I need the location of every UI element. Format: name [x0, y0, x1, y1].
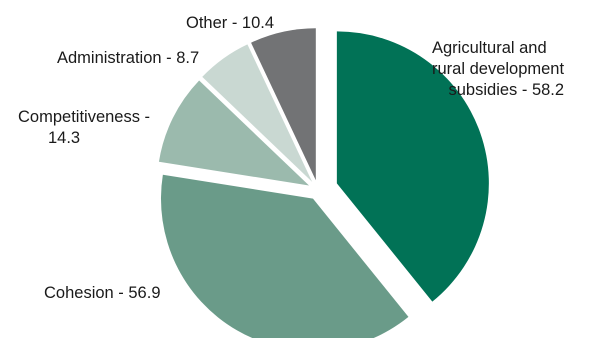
- pie-slice-competitiveness: [158, 80, 310, 186]
- slice-label-administration: Administration - 8.7: [57, 48, 199, 69]
- slice-label-line: subsidies - 58.2: [448, 81, 565, 99]
- slice-label-line: Agricultural and: [432, 39, 547, 57]
- pie-slice-cohesion: [161, 174, 409, 338]
- slice-label-line: Administration - 8.7: [57, 49, 200, 67]
- slice-label-line: Other - 10.4: [186, 14, 275, 32]
- slice-label-line: Competitiveness -: [18, 108, 151, 126]
- slice-label-other: Other - 10.4: [186, 13, 274, 34]
- slice-label-competitiveness: Competitiveness - 14.3: [18, 107, 150, 149]
- pie-slice-administration: [202, 44, 313, 182]
- slice-label-agricultural: Agricultural and rural development subsi…: [432, 38, 564, 101]
- slice-label-cohesion: Cohesion - 56.9: [44, 283, 161, 304]
- slice-label-line: Cohesion - 56.9: [44, 284, 161, 302]
- slice-label-line: 14.3: [48, 129, 81, 147]
- slice-label-line: rural development: [432, 60, 565, 78]
- pie-slice-agricultural: [336, 31, 489, 302]
- pie-slice-other: [251, 28, 316, 181]
